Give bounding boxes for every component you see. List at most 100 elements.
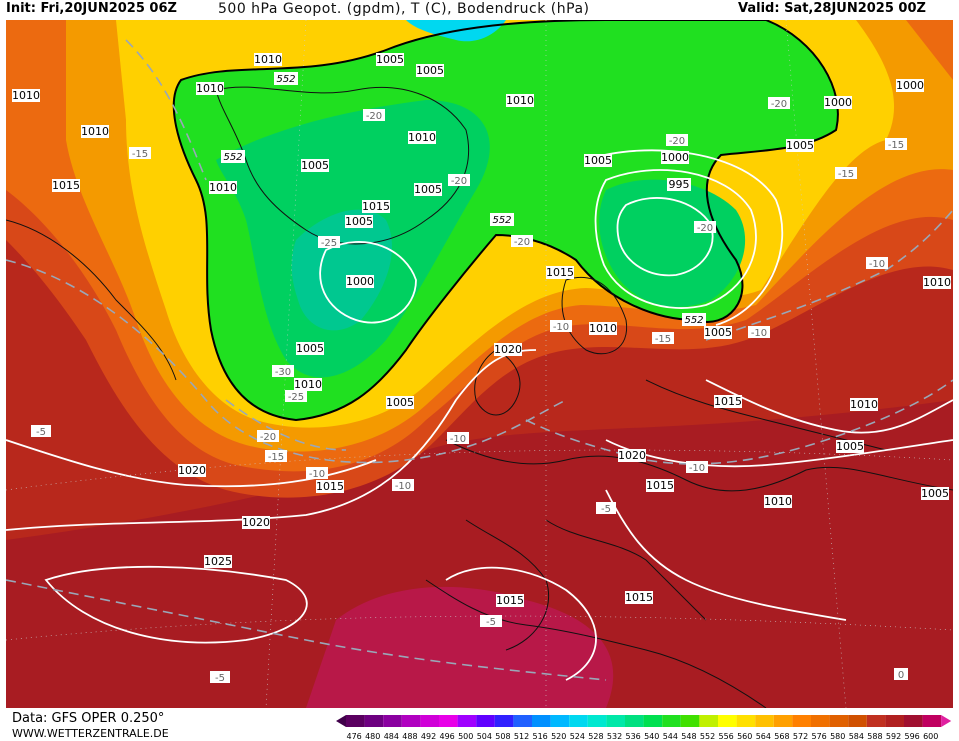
legend-swatch xyxy=(699,715,718,727)
svg-text:1010: 1010 xyxy=(209,181,237,194)
isobar-label: 1015 xyxy=(362,200,390,213)
legend-value: 580 xyxy=(830,732,845,741)
legend-value: 556 xyxy=(719,732,734,741)
temp-label: -30 xyxy=(272,365,294,378)
svg-text:-10: -10 xyxy=(450,434,466,445)
temp-label: -25 xyxy=(318,236,340,249)
legend-value: 484 xyxy=(384,732,399,741)
svg-text:-20: -20 xyxy=(514,237,530,248)
isobar-label: 1015 xyxy=(625,591,653,604)
legend-value: 512 xyxy=(514,732,529,741)
svg-text:1010: 1010 xyxy=(764,495,792,508)
legend-value: 588 xyxy=(867,732,882,741)
isobar-label: 1015 xyxy=(496,594,524,607)
svg-text:-15: -15 xyxy=(655,334,671,345)
svg-text:1010: 1010 xyxy=(254,53,282,66)
latlon-grid xyxy=(6,20,953,708)
svg-text:-5: -5 xyxy=(215,673,225,684)
isobar-label: 1000 xyxy=(346,275,374,288)
temp-label: -20 xyxy=(363,109,385,122)
field-zone-588 xyxy=(6,400,953,708)
legend-swatch xyxy=(420,715,439,727)
svg-text:1025: 1025 xyxy=(204,555,232,568)
data-source: Data: GFS OPER 0.250° xyxy=(12,711,165,726)
temp-label: -10 xyxy=(748,326,770,339)
legend-swatch xyxy=(494,715,514,727)
isobar-label: 1010 xyxy=(850,398,878,411)
legend-value: 516 xyxy=(533,732,548,741)
legend-swatch xyxy=(625,715,644,727)
legend-swatch xyxy=(513,715,532,727)
temp-label: -5 xyxy=(210,671,230,684)
temp-label: -5 xyxy=(596,502,616,515)
isobar-label: 1010 xyxy=(589,322,617,335)
isobar-label: 1005 xyxy=(386,396,414,409)
temp-label: -15 xyxy=(885,138,907,151)
legend-value: 520 xyxy=(551,732,566,741)
svg-text:1005: 1005 xyxy=(296,342,324,355)
legend-value: 584 xyxy=(849,732,864,741)
svg-text:1005: 1005 xyxy=(301,159,329,172)
legend-value: 596 xyxy=(905,732,920,741)
svg-text:1000: 1000 xyxy=(896,79,924,92)
isobar-label: 1020 xyxy=(178,464,206,477)
svg-text:552: 552 xyxy=(492,215,511,226)
temp-label: -10 xyxy=(447,432,469,445)
svg-text:-15: -15 xyxy=(132,149,148,160)
svg-text:1010: 1010 xyxy=(81,125,109,138)
svg-text:1015: 1015 xyxy=(52,179,80,192)
isobar-label: 1005 xyxy=(704,326,732,339)
temp-label: -20 xyxy=(257,430,279,443)
svg-text:1015: 1015 xyxy=(714,395,742,408)
svg-text:-10: -10 xyxy=(689,463,705,474)
isobar-label: 1010 xyxy=(923,276,951,289)
legend-swatch xyxy=(383,715,402,727)
legend-value: 600 xyxy=(923,732,938,741)
init-time: Init: Fri,20JUN2025 06Z xyxy=(6,1,177,16)
svg-text:-10: -10 xyxy=(309,469,325,480)
legend-swatch xyxy=(922,715,942,727)
svg-text:-5: -5 xyxy=(486,617,496,628)
svg-text:-30: -30 xyxy=(275,367,291,378)
contour-552 xyxy=(172,20,839,422)
isobar-label: 1005 xyxy=(414,183,442,196)
legend-swatch xyxy=(550,715,570,727)
svg-text:-10: -10 xyxy=(869,259,885,270)
legend-swatch xyxy=(848,715,867,727)
legend-swatch xyxy=(718,715,737,727)
isobar-label: 1010 xyxy=(506,94,534,107)
legend-swatch xyxy=(662,715,681,727)
isobar-label: 1000 xyxy=(824,96,852,109)
legend-swatch xyxy=(885,715,904,727)
legend-swatch xyxy=(755,715,774,727)
svg-text:1010: 1010 xyxy=(589,322,617,335)
svg-text:1005: 1005 xyxy=(921,487,949,500)
legend-swatch xyxy=(773,715,793,727)
legend-value: 576 xyxy=(812,732,827,741)
svg-text:-10: -10 xyxy=(395,481,411,492)
svg-text:1005: 1005 xyxy=(584,154,612,167)
svg-text:1010: 1010 xyxy=(506,94,534,107)
temp-label: -20 xyxy=(694,221,716,234)
legend-value: 568 xyxy=(774,732,789,741)
svg-text:552: 552 xyxy=(276,74,295,85)
svg-text:-20: -20 xyxy=(451,176,467,187)
temp-label: -15 xyxy=(129,147,151,160)
legend-swatch xyxy=(401,715,421,727)
legend-value: 500 xyxy=(458,732,473,741)
svg-text:1015: 1015 xyxy=(316,480,344,493)
legend-arrow-right xyxy=(941,715,952,727)
svg-text:552: 552 xyxy=(684,315,703,326)
svg-text:1015: 1015 xyxy=(496,594,524,607)
svg-text:1015: 1015 xyxy=(546,266,574,279)
legend-value: 572 xyxy=(793,732,808,741)
legend-swatch xyxy=(439,715,458,727)
isobar-label: 1015 xyxy=(714,395,742,408)
svg-text:1005: 1005 xyxy=(345,215,373,228)
isobar-label: 1005 xyxy=(836,440,864,453)
temp-label: -25 xyxy=(285,390,307,403)
legend-swatch xyxy=(606,715,625,727)
svg-text:1010: 1010 xyxy=(850,398,878,411)
svg-text:1005: 1005 xyxy=(416,64,444,77)
isobar-label: 1000 xyxy=(661,151,689,164)
